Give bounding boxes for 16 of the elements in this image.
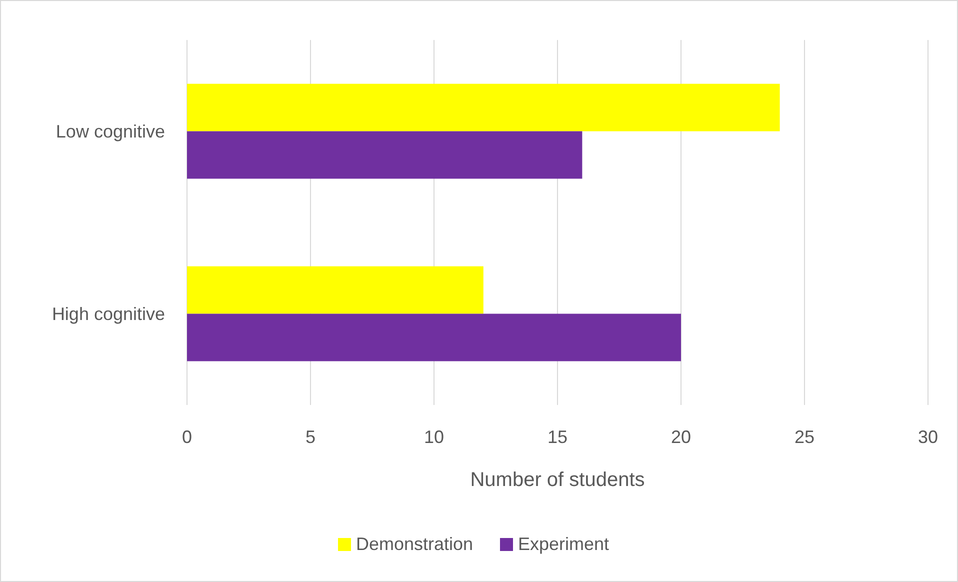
- x-tick-label: 15: [547, 427, 568, 447]
- y-tick-label: Low cognitive: [56, 121, 165, 142]
- legend-label: Experiment: [518, 534, 610, 554]
- x-tick-label: 20: [670, 427, 692, 447]
- x-tick-label: 10: [424, 427, 444, 447]
- bar: [187, 266, 484, 314]
- x-tick-label: 25: [794, 427, 815, 447]
- x-tick-label: 30: [918, 427, 938, 447]
- bar: [187, 131, 582, 179]
- bar: [187, 314, 681, 362]
- x-tick-label: 5: [305, 427, 316, 447]
- bar: [187, 84, 780, 132]
- legend-label: Demonstration: [356, 534, 474, 554]
- x-axis-title: Number of students: [470, 469, 645, 491]
- x-tick-label: 0: [182, 427, 192, 447]
- y-tick-label: High cognitive: [52, 304, 165, 324]
